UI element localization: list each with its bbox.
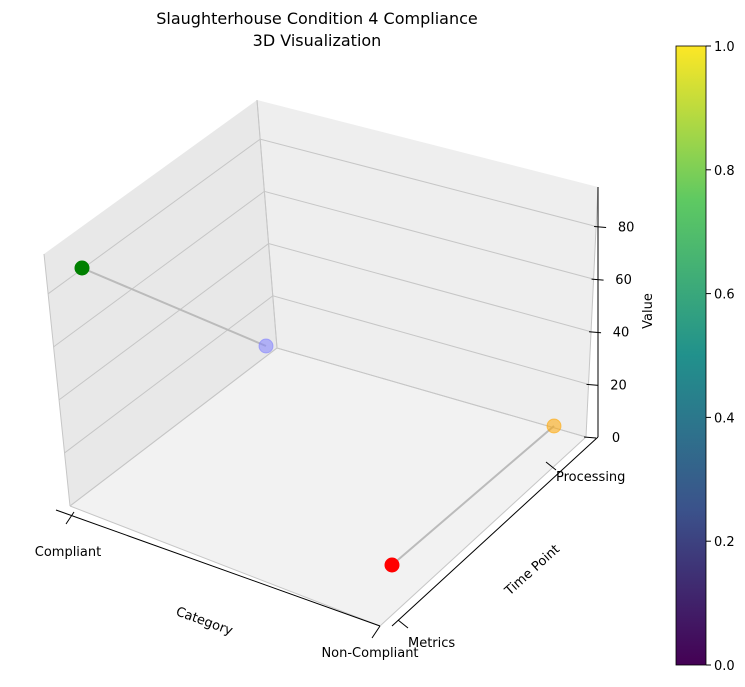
z-tick-mark <box>583 436 597 439</box>
vertical-gridline <box>43 253 71 507</box>
z-tick-mark <box>591 278 604 281</box>
series-line <box>391 425 555 566</box>
data-point <box>258 338 274 354</box>
colorbar-tick-label: 0.8 <box>714 164 735 179</box>
data-point <box>546 418 562 434</box>
z-tick-label: 0 <box>612 431 620 446</box>
z-tick-mark <box>586 383 599 386</box>
colorbar <box>675 45 707 666</box>
series-line <box>81 267 267 347</box>
colorbar-tick-label: 0.2 <box>714 535 735 550</box>
x-tick-mark <box>371 625 381 639</box>
colorbar-tick-label: 0.6 <box>714 288 735 303</box>
colorbar-tick-label: 0.4 <box>714 411 735 426</box>
y-tick-processing: Processing <box>556 470 625 485</box>
data-point <box>74 260 90 276</box>
x-axis-label: Category <box>174 605 235 640</box>
vertical-gridline <box>585 186 599 438</box>
z-tick-label: 80 <box>618 220 635 235</box>
y-tick-mark <box>545 461 557 471</box>
floor-pane <box>70 348 586 626</box>
y-axis-line <box>391 436 599 627</box>
y-tick-mark <box>397 619 409 629</box>
chart-title: Slaughterhouse Condition 4 Compliance <box>156 9 477 28</box>
z-tick-label: 60 <box>615 273 632 288</box>
data-point <box>384 557 400 573</box>
category-gridline <box>69 505 381 627</box>
y-tick-metrics: Metrics <box>408 636 455 651</box>
category-gridline <box>69 347 278 507</box>
colorbar-tick-label: 0.0 <box>714 659 735 674</box>
data-series <box>74 260 562 573</box>
x-axis-line <box>55 509 381 627</box>
axis-ticks <box>65 225 607 639</box>
category-gridline <box>276 347 587 438</box>
z-tick-mark <box>589 331 602 334</box>
chart-subtitle: 3D Visualization <box>253 31 382 50</box>
back-pane <box>257 100 598 437</box>
category-gridline <box>256 99 278 349</box>
category-gridline <box>379 436 587 627</box>
left-pane <box>44 100 277 506</box>
y-axis-label: Time Point <box>502 542 563 599</box>
z-tick-mark <box>594 225 607 228</box>
z-tick-label: 40 <box>613 326 630 341</box>
z-tick-labels: 0 20 40 60 80 <box>610 220 634 446</box>
colorbar-ticks: 0.0 0.2 0.4 0.6 0.8 1.0 <box>706 40 735 674</box>
x-tick-mark <box>65 511 75 525</box>
z-tick-label: 20 <box>610 378 627 393</box>
x-tick-compliant: Compliant <box>35 545 101 560</box>
x-tick-non-compliant: Non-Compliant <box>321 646 418 661</box>
colorbar-tick-label: 1.0 <box>714 40 735 55</box>
z-axis-label: Value <box>641 293 656 329</box>
grid-lines <box>43 99 599 627</box>
